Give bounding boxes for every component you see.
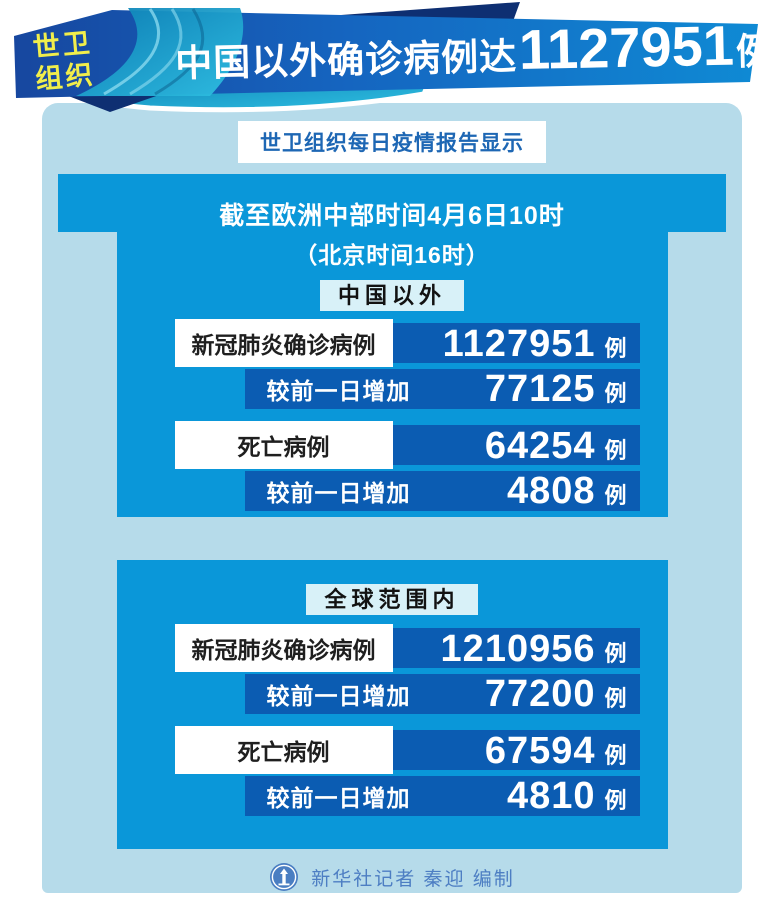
report-note-box: 世卫组织每日疫情报告显示	[238, 121, 546, 163]
stat-label-box: 死亡病例	[174, 421, 393, 469]
stat-value-area: 1127951 例	[392, 323, 640, 365]
datetime-line2: （北京时间16时）	[294, 242, 490, 268]
stat-label: 死亡病例	[237, 739, 330, 765]
stat-value-area: 67594 例	[392, 730, 640, 772]
stat-value: 1127951	[442, 323, 596, 365]
stat-value: 1210956	[440, 628, 596, 670]
stat-unit: 例	[604, 641, 627, 666]
stat-unit: 例	[604, 336, 627, 361]
swoosh-stripe	[103, 8, 161, 96]
stat-label-box: 新冠肺炎确诊病例	[174, 319, 393, 367]
section-label-outside-china: 中国以外	[319, 280, 464, 311]
section-label-global: 全球范围内	[306, 584, 478, 615]
swoosh-stripe	[154, 8, 205, 96]
section-label-wrap: 全球范围内	[117, 560, 668, 615]
stat-value-area: 4808 例	[507, 470, 627, 513]
stat-row-daily-increase: 较前一日增加 77125 例	[244, 368, 640, 411]
stat-label: 新冠肺炎确诊病例	[191, 637, 376, 663]
stat-label: 死亡病例	[237, 434, 330, 460]
title-prefix: 中国以外确诊病例达	[174, 36, 518, 85]
swoosh-stripe	[129, 8, 183, 96]
section-outside-china-body: （北京时间16时） 中国以外 新冠肺炎确诊病例 1127951 例	[116, 232, 668, 517]
stat-value: 4810	[506, 774, 596, 817]
stat-value: 4808	[506, 469, 596, 512]
section-global: 全球范围内 新冠肺炎确诊病例 1210956 例 较前一日增加 77200 例	[116, 560, 668, 849]
page-title: 中国以外确诊病例达 1127951 例	[175, 12, 768, 94]
stat-value-area: 77200 例	[485, 673, 627, 716]
stat-unit: 例	[604, 743, 627, 768]
datetime-line1: 截至欧洲中部时间4月6日10时	[219, 202, 565, 230]
stat-rows: 新冠肺炎确诊病例 1127951 例 较前一日增加 77125 例 死亡病例	[117, 319, 668, 513]
stat-value: 77125	[484, 367, 596, 410]
report-note-text: 世卫组织每日疫情报告显示	[260, 132, 524, 155]
stat-label: 较前一日增加	[266, 480, 411, 506]
stat-unit: 例	[604, 380, 627, 406]
stat-row-deaths: 死亡病例 64254 例	[174, 421, 640, 469]
section-outside-china: 截至欧洲中部时间4月6日10时 （北京时间16时） 中国以外 新冠肺炎确诊病例 …	[42, 174, 742, 517]
stat-label: 较前一日增加	[266, 683, 411, 709]
stat-row-deaths: 死亡病例 67594 例	[174, 726, 640, 774]
stat-unit: 例	[604, 482, 627, 508]
stat-row-daily-increase: 较前一日增加 4808 例	[244, 470, 640, 513]
stat-value: 67594	[484, 730, 596, 772]
datetime-band: 截至欧洲中部时间4月6日10时	[58, 174, 726, 232]
stat-label-box: 死亡病例	[174, 726, 393, 774]
stat-rows: 新冠肺炎确诊病例 1210956 例 较前一日增加 77200 例 死亡病例	[117, 624, 668, 818]
who-badge: 世卫 组织	[31, 20, 166, 96]
section-label-wrap: 中国以外	[117, 270, 668, 311]
stat-unit: 例	[604, 787, 627, 813]
stat-label-box: 新冠肺炎确诊病例	[174, 624, 393, 672]
stat-row-daily-increase: 较前一日增加 77200 例	[244, 673, 640, 716]
stat-unit: 例	[604, 438, 627, 463]
stat-value-area: 4810 例	[507, 775, 627, 818]
stat-row-confirmed: 新冠肺炎确诊病例 1210956 例	[174, 624, 640, 672]
stat-label: 较前一日增加	[266, 785, 411, 811]
header-ribbon: 世卫 组织 中国以外确诊病例达 1127951 例	[0, 0, 768, 118]
stat-row-confirmed: 新冠肺炎确诊病例 1127951 例	[174, 319, 640, 367]
stat-value: 64254	[484, 425, 596, 467]
stat-value-area: 1210956 例	[392, 628, 640, 670]
stat-value: 77200	[484, 672, 596, 715]
title-unit: 例	[735, 30, 768, 73]
ribbon-art	[14, 2, 758, 113]
stat-unit: 例	[604, 685, 627, 711]
credit-text: 新华社记者 秦迎 编制	[311, 868, 515, 890]
stat-label: 新冠肺炎确诊病例	[191, 332, 376, 358]
content-panel: 世卫组织每日疫情报告显示 截至欧洲中部时间4月6日10时 （北京时间16时） 中…	[42, 103, 742, 893]
stat-row-daily-increase: 较前一日增加 4810 例	[244, 775, 640, 818]
title-number: 1127951	[518, 13, 735, 82]
xinhua-logo-icon	[270, 863, 299, 891]
stat-value-area: 64254 例	[392, 425, 640, 467]
stat-value-area: 77125 例	[485, 368, 627, 411]
stat-label: 较前一日增加	[266, 378, 411, 404]
footer: 新华社记者 秦迎 编制	[42, 862, 742, 892]
